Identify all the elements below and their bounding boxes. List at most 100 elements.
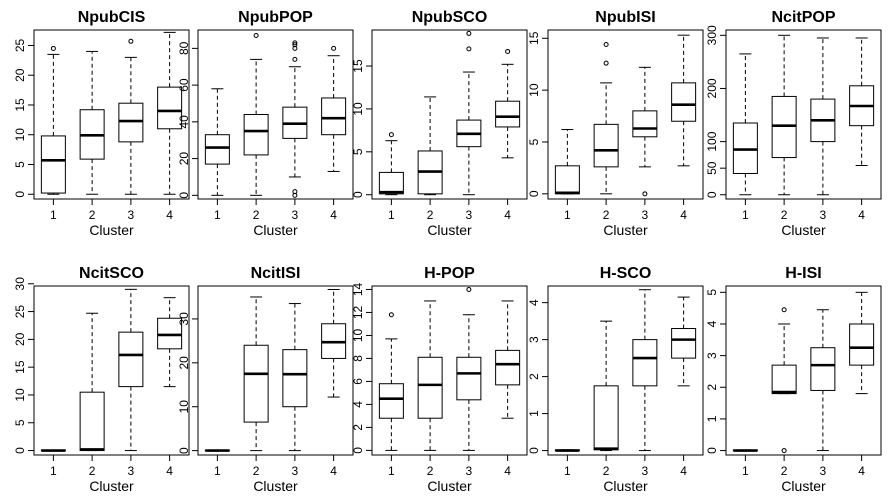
p3-box-1-outlier-1 <box>388 132 394 138</box>
p9-ytick-label-2: 2 <box>527 373 541 380</box>
p2-box-3-outlier-4 <box>292 40 298 46</box>
p10-box-2-outlier-2 <box>781 448 787 454</box>
p6-ytick-label-0: 0 <box>13 447 27 454</box>
p10-ytick-label-3: 3 <box>705 352 719 359</box>
p8-box-2-iqr-rect <box>417 356 443 419</box>
p8-box-4-iqr-rect <box>495 349 521 386</box>
p8-box-3-iqr-rect <box>456 356 482 401</box>
p10-ytick-label-0: 0 <box>705 447 719 454</box>
p7-ytick-label-0: 0 <box>177 447 191 454</box>
p9-ytick-label-0: 0 <box>527 447 541 454</box>
p3-ytick-label-2: 10 <box>351 102 365 116</box>
p2-xtick-label-4: 4 <box>330 208 337 222</box>
p10-box-2-iqr-rect <box>771 364 797 395</box>
p10-plot-frame <box>725 285 882 456</box>
p9-plot-frame <box>547 285 704 456</box>
p9-xtick-label-2: 2 <box>603 464 610 478</box>
p2-ytick-label-0: 0 <box>177 192 191 199</box>
p1-ytick-label-2: 10 <box>13 128 27 142</box>
p8-xtick-label-2: 2 <box>427 464 434 478</box>
p8-ytick-label-5: 10 <box>351 328 365 342</box>
p3-box-3-outlier-1 <box>466 46 472 52</box>
p10-box-3-iqr-rect <box>810 347 836 391</box>
p2-ytick-label-2: 40 <box>177 115 191 129</box>
p4-box-3-outlier-1 <box>642 191 648 197</box>
p6-xtick-label-3: 3 <box>128 464 135 478</box>
p4-ytick-label-1: 5 <box>527 138 541 145</box>
p3-box-4-iqr-rect <box>495 100 521 128</box>
p5-title: NcitPOP <box>771 9 835 26</box>
p2-plot-frame <box>197 29 354 200</box>
p4-box-2-outlier-2 <box>603 42 609 48</box>
p3-plot-frame <box>371 29 528 200</box>
p2-box-4-iqr-rect <box>321 97 347 136</box>
p1-xtick-label-2: 2 <box>89 208 96 222</box>
p4-xtick-label-1: 1 <box>564 208 571 222</box>
p1-box-1-outlier-1 <box>50 45 56 51</box>
p1-title: NpubCIS <box>78 9 146 26</box>
p2-box-3-outlier-6 <box>292 189 298 195</box>
p1-box-3-outlier-1 <box>128 38 134 44</box>
p4-box-3-iqr-rect <box>632 110 658 138</box>
p2-box-1-iqr-rect <box>204 134 230 165</box>
p3-title: NpubSCO <box>412 9 488 26</box>
p6-xtick-label-4: 4 <box>166 464 173 478</box>
p6-ytick-label-5: 25 <box>13 305 27 319</box>
p8-xtick-label-4: 4 <box>504 464 511 478</box>
p3-xtick-label-2: 2 <box>427 208 434 222</box>
p3-box-1-iqr-rect <box>378 171 404 195</box>
p6-ytick-label-1: 5 <box>13 419 27 426</box>
p1-ytick-label-4: 20 <box>13 68 27 82</box>
p2-xtick-label-3: 3 <box>292 208 299 222</box>
p5-plot-frame <box>725 29 882 200</box>
p10-xlabel: Cluster <box>781 478 826 494</box>
p6-xtick-label-1: 1 <box>50 464 57 478</box>
p9-xlabel: Cluster <box>603 478 648 494</box>
p10-ytick-label-4: 4 <box>705 320 719 327</box>
p7-plot-frame <box>197 285 354 456</box>
p9-box-2-iqr-rect <box>593 385 619 451</box>
p6-ytick-label-6: 30 <box>13 277 27 291</box>
p7-ytick-label-1: 10 <box>177 400 191 414</box>
p7-title: NcitISI <box>251 265 301 282</box>
p3-ytick-label-3: 15 <box>351 59 365 73</box>
p1-xlabel: Cluster <box>89 222 134 238</box>
p7-xtick-label-2: 2 <box>253 464 260 478</box>
p3-xtick-label-1: 1 <box>388 208 395 222</box>
p9-xtick-label-1: 1 <box>564 464 571 478</box>
p8-ytick-label-0: 0 <box>351 447 365 454</box>
p10-ytick-label-2: 2 <box>705 384 719 391</box>
p1-plot-frame <box>33 29 190 200</box>
p9-ytick-label-4: 4 <box>527 299 541 306</box>
p2-box-3-outlier-3 <box>292 42 298 48</box>
p6-xtick-label-2: 2 <box>89 464 96 478</box>
p5-ytick-label-0: 0 <box>705 191 719 198</box>
p5-xtick-label-2: 2 <box>781 208 788 222</box>
p10-box-2-outlier-1 <box>781 307 787 313</box>
p7-ytick-label-2: 20 <box>177 356 191 370</box>
p10-title: H-ISI <box>785 265 821 282</box>
p5-ytick-label-3: 200 <box>705 78 719 98</box>
p5-xtick-label-4: 4 <box>858 208 865 222</box>
p10-xtick-label-3: 3 <box>820 464 827 478</box>
p5-box-2-iqr-rect <box>771 95 797 159</box>
p1-ytick-label-3: 15 <box>13 98 27 112</box>
p6-title: NcitSCO <box>79 265 144 282</box>
p8-box-3-outlier-1 <box>466 286 472 292</box>
p2-ytick-label-4: 80 <box>177 41 191 55</box>
p1-ytick-label-1: 5 <box>13 161 27 168</box>
p7-ytick-label-3: 30 <box>177 312 191 326</box>
p1-ytick-label-5: 25 <box>13 38 27 52</box>
p9-title: H-SCO <box>600 265 652 282</box>
p9-ytick-label-3: 3 <box>527 336 541 343</box>
p8-ytick-label-3: 6 <box>351 378 365 385</box>
p2-xtick-label-1: 1 <box>214 208 221 222</box>
p4-plot-frame <box>547 29 704 200</box>
p7-box-3-iqr-rect <box>282 349 308 408</box>
p6-plot-frame <box>33 285 190 456</box>
p4-ytick-label-0: 0 <box>527 190 541 197</box>
p2-xlabel: Cluster <box>253 222 298 238</box>
p3-xlabel: Cluster <box>427 222 472 238</box>
p9-xtick-label-3: 3 <box>642 464 649 478</box>
